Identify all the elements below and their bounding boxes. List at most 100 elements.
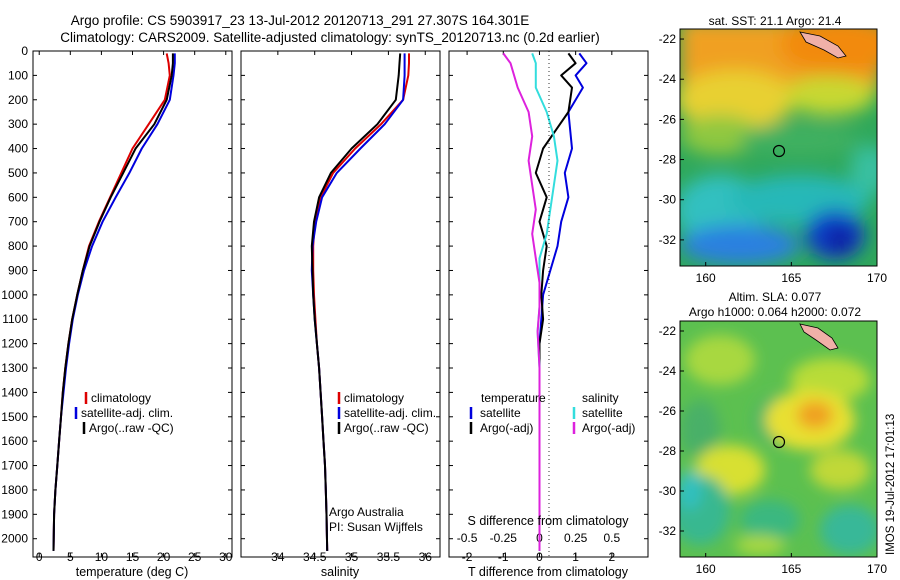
legend-label-s-satellite: satellite: [582, 406, 623, 420]
depth-tick-label: 1900: [1, 507, 28, 521]
map-y-tick-label: -26: [659, 404, 677, 418]
depth-tick-label: 500: [8, 166, 28, 180]
map-y-tick-label: -22: [659, 32, 677, 46]
x-tick-label: 10: [95, 550, 109, 564]
depth-tick-label: 400: [8, 142, 28, 156]
sla-map-title: Altim. SLA: 0.077: [729, 290, 822, 304]
x-tick-label: 1: [572, 550, 579, 564]
series-line-sat_s: [531, 53, 559, 551]
legend-label-t-argo: Argo(-adj): [480, 421, 533, 435]
depth-tick-label: 1800: [1, 483, 28, 497]
depth-tick-label: 1700: [1, 459, 28, 473]
sla-map-field: [680, 321, 877, 557]
depth-tick-label: 300: [8, 117, 28, 131]
x-tick-label: 2: [608, 550, 615, 564]
depth-tick-label: 1400: [1, 385, 28, 399]
depth-axis-ticks: 0 100 200 300 400 500 600 700 800 900 1000 1100 1200…: [1, 44, 648, 546]
depth-tick-label: 1300: [1, 361, 28, 375]
s-tick-label: -0.25: [490, 531, 518, 545]
map-y-tick-label: -30: [659, 484, 677, 498]
map-y-tick-label: -28: [659, 444, 677, 458]
map-y-tick-label: -30: [659, 193, 677, 207]
depth-tick-label: 2000: [1, 532, 28, 546]
temperature-axis-ticks: 0 5 10 15 20 25 30: [36, 51, 233, 564]
s-tick-label: 0.5: [603, 531, 620, 545]
legend-label-argo: Argo(..raw -QC): [89, 421, 174, 435]
figure-title-line1: Argo profile: CS 5903917_23 13-Jul-2012 …: [71, 13, 530, 28]
depth-tick-label: 0: [21, 44, 28, 58]
legend-label-argo: Argo(..raw -QC): [344, 421, 429, 435]
salinity-profile-lines: [310, 53, 410, 551]
legend-title-salinity: salinity: [582, 391, 619, 405]
depth-tick-label: 100: [8, 68, 28, 82]
depth-tick-label: 200: [8, 93, 28, 107]
x-tick-label: 36: [419, 550, 433, 564]
map-y-tick-label: -32: [659, 524, 677, 538]
x-tick-label: 0: [36, 550, 43, 564]
difference-xlabel-top: S difference from climatology: [468, 514, 630, 528]
legend-label-satellite: satellite-adj. clim.: [344, 406, 436, 420]
x-tick-label: 35: [345, 550, 359, 564]
salinity-axis-ticks: 34 34.5 35 35.5 36: [271, 51, 432, 564]
series-line-satellite: [538, 52, 588, 551]
map-y-tick-label: -24: [659, 72, 677, 86]
depth-tick-label: 800: [8, 239, 28, 253]
sla-map-frame: [679, 320, 878, 558]
map-y-tick-label: -32: [659, 233, 677, 247]
sst-map-title: sat. SST: 21.1 Argo: 21.4: [709, 14, 842, 28]
temperature-legend: climatology satellite-adj. clim. Argo(..…: [74, 391, 174, 435]
difference-panel-frame: [448, 50, 649, 558]
x-tick-label: 20: [157, 550, 171, 564]
sst-map-field: [680, 29, 877, 266]
x-tick-label: 30: [219, 550, 233, 564]
series-line-satellite: [52, 53, 176, 551]
salinity-legend: climatology satellite-adj. clim. Argo(..…: [337, 391, 436, 435]
depth-tick-label: 900: [8, 263, 28, 277]
map-x-tick-label: 160: [696, 562, 716, 576]
map-x-tick-label: 165: [781, 271, 801, 285]
difference-profile-lines: [502, 52, 588, 551]
series-line-climatology: [312, 53, 410, 551]
x-tick-label: 34.5: [303, 550, 327, 564]
credit-pi: PI: Susan Wijffels: [329, 520, 423, 534]
s-tick-label: 0.25: [564, 531, 588, 545]
sla-map-float-marker: [772, 435, 786, 449]
series-line-argo: [52, 53, 174, 551]
salinity-panel-frame: [240, 50, 441, 558]
sst-map-float-marker: [772, 144, 786, 158]
map-x-tick-label: 160: [696, 271, 716, 285]
map-x-tick-label: 165: [781, 562, 801, 576]
series-line-argo: [310, 53, 402, 551]
legend-label-t-satellite: satellite: [480, 406, 521, 420]
x-tick-label: -2: [462, 550, 473, 564]
depth-tick-label: 1600: [1, 434, 28, 448]
imos-credit: IMOS 19-Jul-2012 17:01:13: [885, 414, 897, 555]
legend-title-temperature: temperature: [481, 391, 546, 405]
temperature-profile-lines: [52, 53, 176, 551]
x-tick-label: 5: [67, 550, 74, 564]
sla-map-subtitle: Argo h1000: 0.064 h2000: 0.072: [689, 305, 861, 319]
map-y-tick-label: -24: [659, 364, 677, 378]
depth-tick-label: 1000: [1, 288, 28, 302]
depth-tick-label: 600: [8, 190, 28, 204]
x-tick-label: 15: [126, 550, 140, 564]
map-x-tick-label: 170: [867, 271, 887, 285]
legend-label-climatology: climatology: [344, 391, 404, 405]
x-tick-label: -1: [498, 550, 509, 564]
temperature-panel-frame: [32, 50, 233, 558]
map-y-tick-label: -26: [659, 112, 677, 126]
x-tick-label: 34: [271, 550, 285, 564]
temperature-xlabel: temperature (deg C): [76, 565, 189, 579]
map-x-tick-label: 170: [867, 562, 887, 576]
x-tick-label: 0: [536, 550, 543, 564]
figure-title-line2: Climatology: CARS2009. Satellite-adjuste…: [60, 30, 600, 45]
sla-map-axis-ticks: 160 165 170 -22 -24 -26 -28 -30 -32: [659, 324, 888, 576]
salinity-xlabel: salinity: [321, 565, 360, 579]
map-y-tick-label: -28: [659, 153, 677, 167]
difference-legend: temperature satellite Argo(-adj) salinit…: [469, 391, 635, 435]
depth-tick-label: 1100: [2, 312, 28, 326]
credit-institution: Argo Australia: [329, 505, 404, 519]
depth-tick-label: 700: [8, 215, 28, 229]
legend-label-s-argo: Argo(-adj): [582, 421, 635, 435]
